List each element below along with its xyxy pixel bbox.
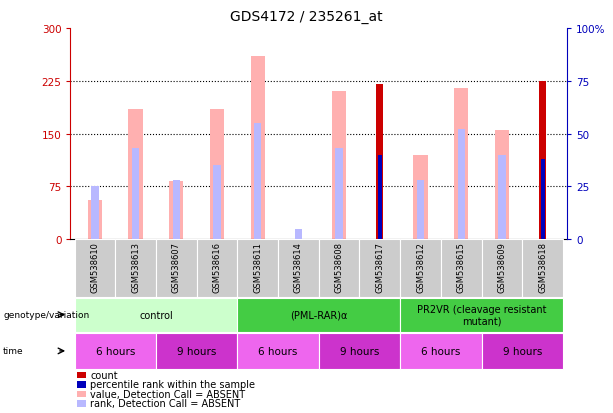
Bar bbox=[237, 298, 400, 332]
Bar bbox=[495, 131, 509, 240]
Bar bbox=[251, 57, 265, 240]
Text: GSM538617: GSM538617 bbox=[375, 242, 384, 293]
Bar bbox=[75, 298, 237, 332]
Bar bbox=[378, 155, 382, 240]
Bar bbox=[210, 109, 224, 240]
Text: count: count bbox=[90, 370, 118, 380]
Bar bbox=[482, 240, 522, 297]
Text: GSM538614: GSM538614 bbox=[294, 242, 303, 293]
Text: 9 hours: 9 hours bbox=[503, 346, 542, 356]
Bar bbox=[457, 130, 465, 240]
Bar bbox=[129, 109, 143, 240]
Text: GSM538610: GSM538610 bbox=[90, 242, 99, 293]
Text: 6 hours: 6 hours bbox=[421, 346, 460, 356]
Bar bbox=[539, 82, 546, 240]
Text: 9 hours: 9 hours bbox=[177, 346, 216, 356]
Bar bbox=[454, 89, 468, 240]
Text: GSM538616: GSM538616 bbox=[213, 242, 221, 293]
Text: 6 hours: 6 hours bbox=[258, 346, 298, 356]
Text: GSM538611: GSM538611 bbox=[253, 242, 262, 293]
Bar bbox=[156, 333, 237, 369]
Text: GSM538609: GSM538609 bbox=[497, 242, 506, 293]
Text: (PML-RAR)α: (PML-RAR)α bbox=[290, 310, 348, 320]
Bar bbox=[335, 149, 343, 240]
Bar bbox=[522, 240, 563, 297]
Bar bbox=[482, 333, 563, 369]
Bar bbox=[115, 240, 156, 297]
Bar bbox=[132, 149, 139, 240]
Bar bbox=[173, 180, 180, 240]
Text: PR2VR (cleavage resistant
mutant): PR2VR (cleavage resistant mutant) bbox=[417, 304, 546, 326]
Bar bbox=[156, 240, 197, 297]
Bar bbox=[413, 155, 428, 240]
Bar bbox=[237, 240, 278, 297]
Text: control: control bbox=[139, 310, 173, 320]
Bar bbox=[169, 181, 183, 240]
Bar bbox=[88, 201, 102, 240]
Text: 6 hours: 6 hours bbox=[96, 346, 135, 356]
Bar bbox=[498, 155, 506, 240]
Bar bbox=[213, 166, 221, 240]
Text: GSM538608: GSM538608 bbox=[335, 242, 344, 293]
Text: time: time bbox=[3, 347, 24, 356]
Text: GSM538612: GSM538612 bbox=[416, 242, 425, 293]
Text: GSM538615: GSM538615 bbox=[457, 242, 466, 293]
Bar bbox=[332, 92, 346, 240]
Text: GSM538618: GSM538618 bbox=[538, 242, 547, 293]
Bar bbox=[359, 240, 400, 297]
Text: GSM538607: GSM538607 bbox=[172, 242, 181, 293]
Bar bbox=[400, 333, 482, 369]
Bar bbox=[278, 240, 319, 297]
Bar bbox=[441, 240, 482, 297]
Bar bbox=[319, 240, 359, 297]
Text: rank, Detection Call = ABSENT: rank, Detection Call = ABSENT bbox=[90, 399, 240, 408]
Bar bbox=[197, 240, 237, 297]
Bar bbox=[400, 240, 441, 297]
Bar bbox=[376, 85, 384, 240]
Text: GDS4172 / 235261_at: GDS4172 / 235261_at bbox=[230, 10, 383, 24]
Bar bbox=[91, 187, 99, 240]
Bar bbox=[400, 298, 563, 332]
Bar bbox=[319, 333, 400, 369]
Text: 9 hours: 9 hours bbox=[340, 346, 379, 356]
Bar bbox=[295, 229, 302, 240]
Bar bbox=[254, 124, 261, 240]
Bar bbox=[237, 333, 319, 369]
Text: percentile rank within the sample: percentile rank within the sample bbox=[90, 380, 255, 389]
Text: genotype/variation: genotype/variation bbox=[3, 311, 89, 319]
Bar bbox=[541, 159, 544, 240]
Bar bbox=[75, 240, 115, 297]
Text: GSM538613: GSM538613 bbox=[131, 242, 140, 293]
Bar bbox=[75, 333, 156, 369]
Bar bbox=[417, 180, 424, 240]
Text: value, Detection Call = ABSENT: value, Detection Call = ABSENT bbox=[90, 389, 245, 399]
